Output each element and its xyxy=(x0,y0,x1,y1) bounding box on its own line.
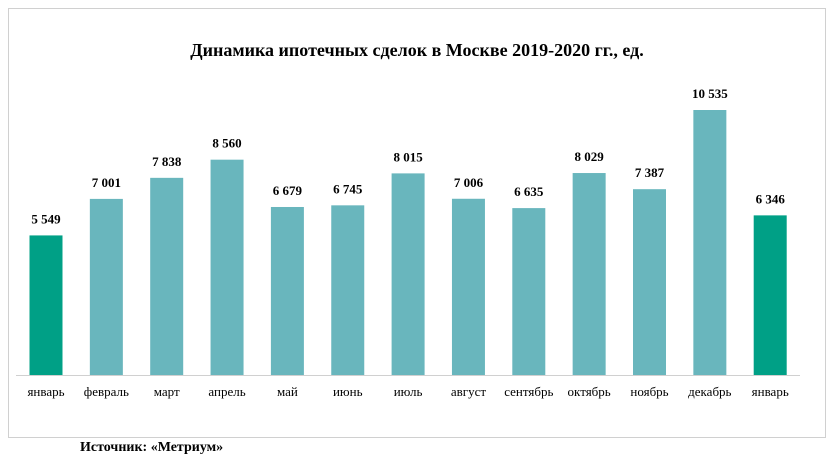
source-note: Источник: «Метриум» xyxy=(80,440,223,455)
bar xyxy=(753,215,787,375)
bar xyxy=(270,206,304,375)
bar xyxy=(572,173,606,375)
bar xyxy=(210,159,244,375)
bar xyxy=(89,198,123,375)
bar xyxy=(512,208,546,375)
value-label: 6 745 xyxy=(333,181,363,196)
x-tick-label: август xyxy=(451,384,487,399)
bar xyxy=(29,235,63,375)
x-tick-label: июнь xyxy=(333,384,363,399)
value-label: 10 535 xyxy=(692,86,728,101)
x-tick-label: январь xyxy=(27,384,64,399)
bar xyxy=(451,198,485,375)
chart-title: Динамика ипотечных сделок в Москве 2019-… xyxy=(190,40,644,60)
bar xyxy=(693,110,727,375)
value-label: 8 560 xyxy=(212,136,241,151)
value-label: 6 635 xyxy=(514,184,544,199)
x-tick-label: январь xyxy=(752,384,789,399)
x-tick-label: сентябрь xyxy=(504,384,553,399)
x-tick-label: февраль xyxy=(84,384,129,399)
x-tick-label: март xyxy=(154,384,180,399)
value-label: 7 838 xyxy=(152,154,182,169)
bar xyxy=(633,189,666,375)
value-label: 7 001 xyxy=(92,175,121,190)
x-tick-label: апрель xyxy=(208,384,245,399)
x-tick-label: май xyxy=(277,384,298,399)
x-tick-label: ноябрь xyxy=(630,384,668,399)
x-tick-label: декабрь xyxy=(688,384,731,399)
bar xyxy=(391,173,425,375)
value-label: 5 549 xyxy=(31,211,61,226)
x-tick-label: июль xyxy=(394,384,423,399)
bar xyxy=(331,205,365,375)
bar xyxy=(150,177,184,375)
value-label: 7 387 xyxy=(635,165,665,180)
value-label: 6 346 xyxy=(756,191,786,206)
value-label: 7 006 xyxy=(454,175,484,190)
value-label: 8 015 xyxy=(393,149,423,164)
value-label: 8 029 xyxy=(575,149,605,164)
x-tick-label: октябрь xyxy=(568,384,611,399)
value-label: 6 679 xyxy=(273,183,303,198)
